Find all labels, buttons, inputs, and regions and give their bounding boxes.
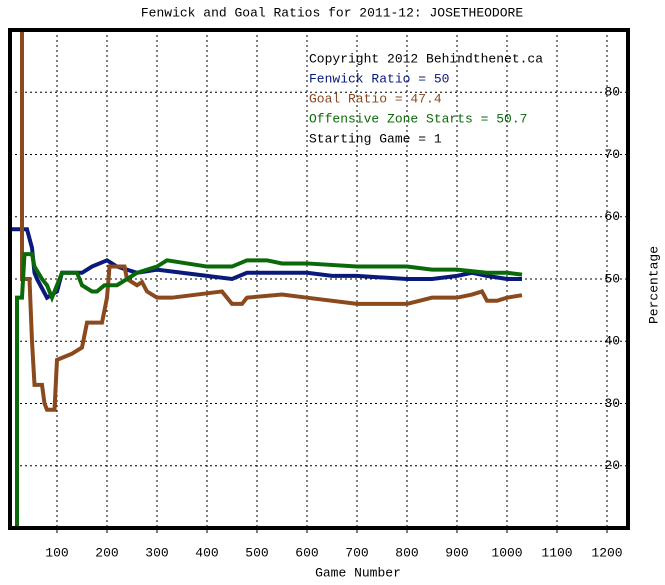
y-tick-label: 80: [604, 85, 620, 100]
x-tick-label: 700: [345, 545, 368, 560]
x-tick-label: 300: [145, 545, 168, 560]
annotation: Starting Game = 1: [309, 131, 442, 146]
y-tick-label: 40: [604, 334, 620, 349]
x-tick-label: 900: [445, 545, 468, 560]
annotation: Offensive Zone Starts = 50.7: [309, 111, 527, 126]
x-tick-label: 1000: [491, 545, 522, 560]
series-line: [10, 252, 523, 528]
chart-title: Fenwick and Goal Ratios for 2011-12: JOS…: [141, 5, 523, 20]
plot-lines: [10, 30, 523, 528]
x-tick-label: 500: [245, 545, 268, 560]
y-tick-label: 70: [604, 147, 620, 162]
x-tick-label: 1100: [541, 545, 572, 560]
y-tick-label: 20: [604, 458, 620, 473]
series-line: [10, 227, 522, 301]
x-tick-label: 1200: [591, 545, 622, 560]
y-tick-label: 30: [604, 396, 620, 411]
annotation: Fenwick Ratio = 50: [309, 71, 449, 86]
x-tick-label: 200: [95, 545, 118, 560]
x-axis-label: Game Number: [315, 565, 401, 580]
series-line: [20, 30, 523, 412]
y-tick-label: 50: [604, 271, 620, 286]
y-axis-label: Percentage: [646, 246, 661, 324]
plot-frame: [8, 28, 630, 530]
y-tick-label: 60: [604, 209, 620, 224]
x-tick-label: 800: [395, 545, 418, 560]
annotation: Copyright 2012 Behindthenet.ca: [309, 51, 543, 66]
x-tick-label: 600: [295, 545, 318, 560]
annotation: Goal Ratio = 47.4: [309, 91, 442, 106]
x-tick-label: 400: [195, 545, 218, 560]
x-tick-label: 100: [45, 545, 68, 560]
